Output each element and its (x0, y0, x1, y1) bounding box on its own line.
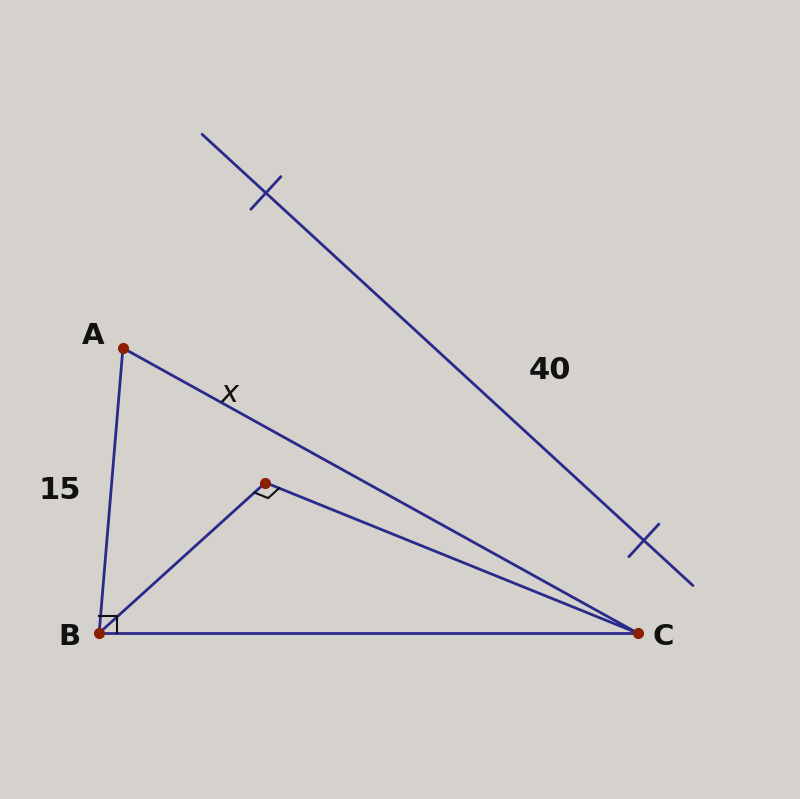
Text: 40: 40 (529, 356, 571, 385)
Text: A: A (82, 322, 104, 350)
Text: B: B (58, 623, 80, 651)
Text: 15: 15 (38, 476, 81, 505)
Text: x: x (221, 379, 238, 407)
Text: C: C (652, 623, 674, 651)
